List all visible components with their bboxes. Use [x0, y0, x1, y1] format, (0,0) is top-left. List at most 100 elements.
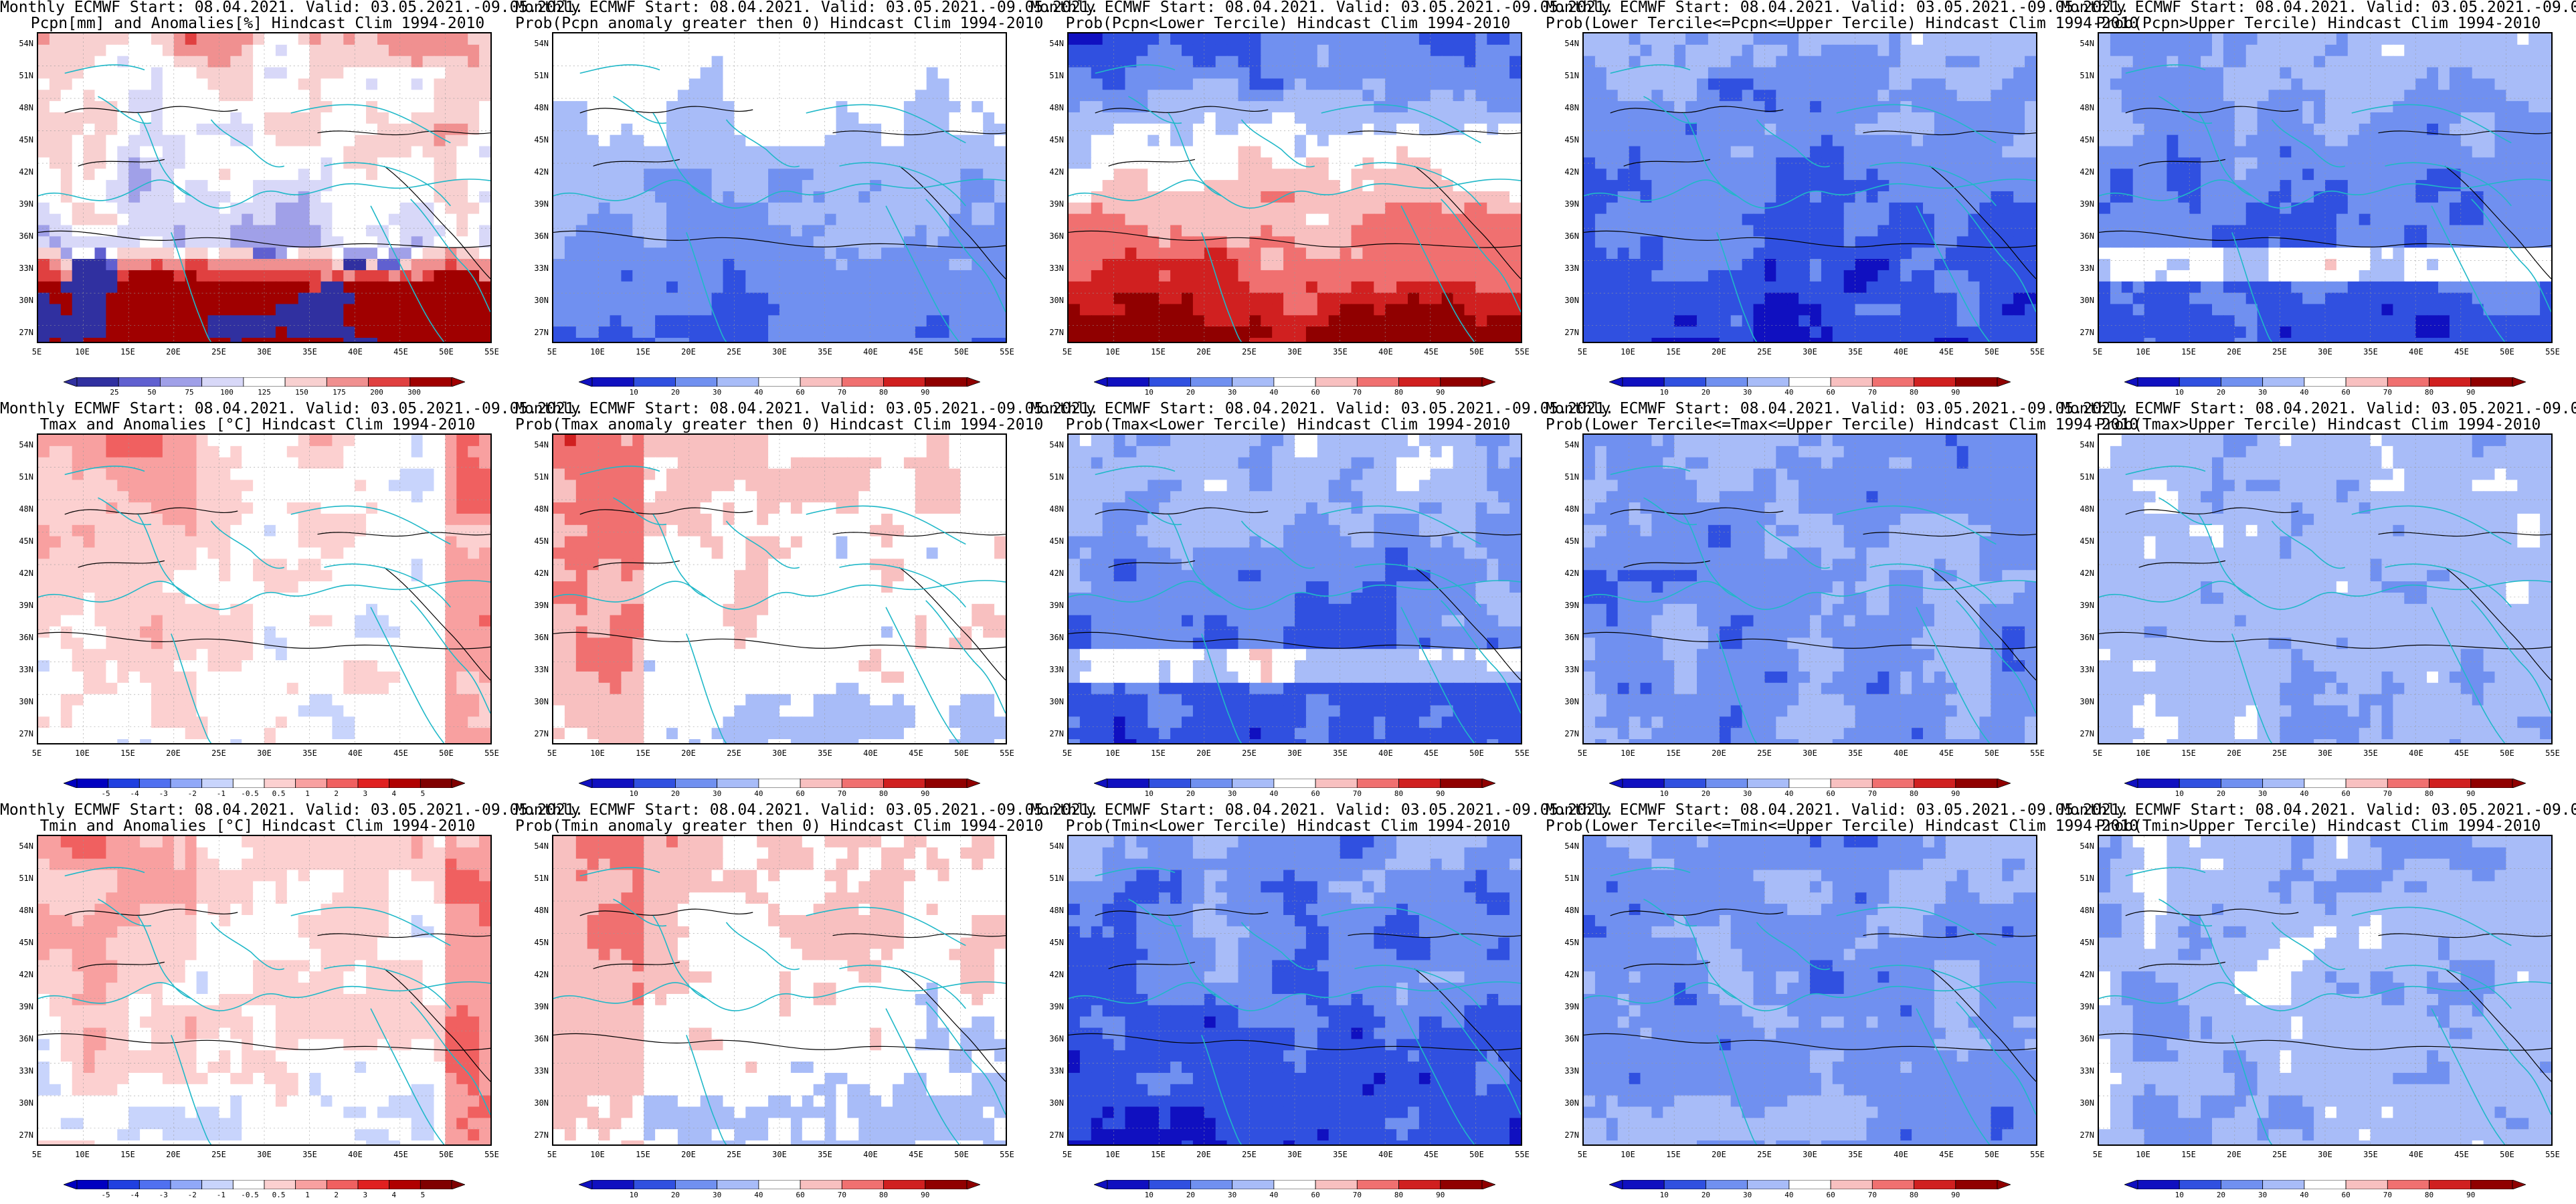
- coastline: [1400, 607, 1475, 743]
- lon-tick-label: 20E: [1196, 748, 1211, 758]
- lat-tick-label: 51N: [2080, 874, 2094, 883]
- colorbar-tick-label: 10: [1144, 388, 1154, 397]
- contour-line: [2138, 961, 2226, 969]
- coastline: [38, 179, 490, 209]
- lat-tick-label: 45N: [1564, 135, 1579, 144]
- lat-tick-label: 51N: [1049, 71, 1064, 80]
- coastline: [839, 563, 966, 608]
- contour-line: [1610, 908, 1784, 916]
- forecast-map: [1582, 835, 2037, 1146]
- lat-tick-label: 42N: [534, 569, 549, 578]
- lat-tick-label: 51N: [1564, 472, 1579, 482]
- forecast-map: [552, 835, 1007, 1146]
- lat-tick-label: 48N: [1049, 906, 1064, 915]
- coastline: [925, 1001, 1006, 1115]
- colorbar-tick-label: 20: [1186, 1191, 1196, 1199]
- lon-tick-label: 20E: [166, 347, 181, 357]
- coastline: [1836, 906, 1997, 946]
- colorbar-tick-label: 10: [2175, 789, 2184, 798]
- colorbar-tick-label: -1: [216, 789, 225, 798]
- lon-tick-label: 5E: [2092, 347, 2103, 357]
- contour-line: [2125, 908, 2299, 916]
- lon-tick-label: 45E: [2454, 748, 2469, 758]
- lat-tick-label: 48N: [19, 103, 33, 112]
- colorbar-tick-label: 90: [1436, 789, 1445, 798]
- contour-line: [899, 165, 1006, 280]
- lon-tick-label: 25E: [1757, 347, 1772, 357]
- coastline: [2099, 981, 2551, 1011]
- lon-tick-label: 35E: [2363, 347, 2378, 357]
- lon-tick-label: 10E: [590, 748, 605, 758]
- coastline: [1321, 906, 1481, 946]
- lat-tick-label: 48N: [534, 103, 549, 112]
- lon-tick-label: 5E: [547, 347, 557, 357]
- lat-tick-label: 36N: [19, 633, 33, 642]
- colorbar: [579, 779, 980, 788]
- lat-tick-label: 30N: [534, 697, 549, 706]
- colorbar-tick-label: 60: [1311, 388, 1320, 397]
- contour-line: [317, 532, 490, 537]
- panel-title-line1: Monthly ECMWF Start: 08.04.2021. Valid: …: [1030, 400, 1615, 417]
- coastline: [613, 96, 667, 124]
- contour-line: [78, 159, 165, 167]
- map-panel: Monthly ECMWF Start: 08.04.2021. Valid: …: [1030, 801, 1615, 1204]
- lon-tick-label: 5E: [31, 1150, 42, 1159]
- lat-tick-label: 27N: [534, 328, 549, 337]
- coastline: [2271, 119, 2346, 168]
- colorbar-tick-label: 40: [754, 789, 763, 798]
- lon-tick-label: 35E: [2363, 748, 2378, 758]
- lat-tick-label: 48N: [534, 906, 549, 915]
- forecast-map: [1582, 433, 2037, 744]
- coastline: [1095, 64, 1176, 74]
- map-panel: Monthly ECMWF Start: 08.04.2021. Valid: …: [0, 801, 583, 1204]
- coastline: [2158, 497, 2213, 526]
- contour-line: [1584, 1033, 2036, 1051]
- colorbar-labels: 10 20 30 40 60 70 80 90: [1094, 388, 1495, 397]
- colorbar-tick-label: 20: [1701, 789, 1711, 798]
- lon-tick-label: 30E: [1287, 1150, 1302, 1159]
- colorbar-tick-label: 40: [1269, 789, 1279, 798]
- panel-title-line2: Prob(Tmin anomaly greater then 0) Hindca…: [515, 817, 1044, 835]
- coastline: [98, 96, 152, 124]
- contour-line: [64, 908, 238, 916]
- colorbar-tick-label: 30: [1228, 789, 1237, 798]
- lat-tick-label: 42N: [1049, 569, 1064, 578]
- coastline: [725, 119, 800, 168]
- contour-line: [1623, 159, 1711, 167]
- coastline: [885, 607, 960, 743]
- colorbar-tick-label: -4: [130, 1191, 139, 1199]
- contour-line: [2099, 631, 2551, 649]
- coastline: [370, 607, 445, 743]
- panel-title-line1: Monthly ECMWF Start: 08.04.2021. Valid: …: [1030, 801, 1615, 819]
- colorbar-tick-label: 30: [1743, 789, 1752, 798]
- lon-tick-label: 20E: [166, 748, 181, 758]
- contour-line: [1414, 968, 1521, 1082]
- coastline: [324, 965, 451, 1009]
- lon-tick-label: 45E: [393, 347, 408, 357]
- lon-tick-label: 55E: [2030, 1150, 2045, 1159]
- colorbar-tick-label: 30: [713, 1191, 722, 1199]
- lat-tick-label: 39N: [1564, 1002, 1579, 1011]
- coastline: [1240, 922, 1315, 971]
- coastline: [1168, 112, 1222, 197]
- lon-tick-label: 30E: [772, 748, 787, 758]
- colorbar-tick-label: 20: [1701, 388, 1711, 397]
- coastline: [2198, 915, 2252, 999]
- coastline: [579, 64, 660, 74]
- contour-line: [2378, 532, 2551, 537]
- lon-tick-label: 55E: [2030, 748, 2045, 758]
- colorbar-tick-label: 20: [2216, 1191, 2226, 1199]
- lon-tick-label: 25E: [2272, 748, 2287, 758]
- lon-tick-label: 10E: [1105, 1150, 1120, 1159]
- lon-tick-label: 50E: [1985, 1150, 1999, 1159]
- contour-line: [593, 961, 680, 969]
- coastline: [171, 633, 212, 743]
- lon-tick-label: 35E: [1333, 1150, 1348, 1159]
- coastline: [1869, 563, 1997, 608]
- map-panel: Monthly ECMWF Start: 08.04.2021. Valid: …: [0, 400, 583, 803]
- contour-line: [899, 968, 1006, 1082]
- lat-tick-label: 45N: [19, 135, 33, 144]
- lat-tick-label: 51N: [19, 71, 33, 80]
- lon-tick-label: 15E: [2181, 1150, 2196, 1159]
- lon-tick-label: 45E: [393, 748, 408, 758]
